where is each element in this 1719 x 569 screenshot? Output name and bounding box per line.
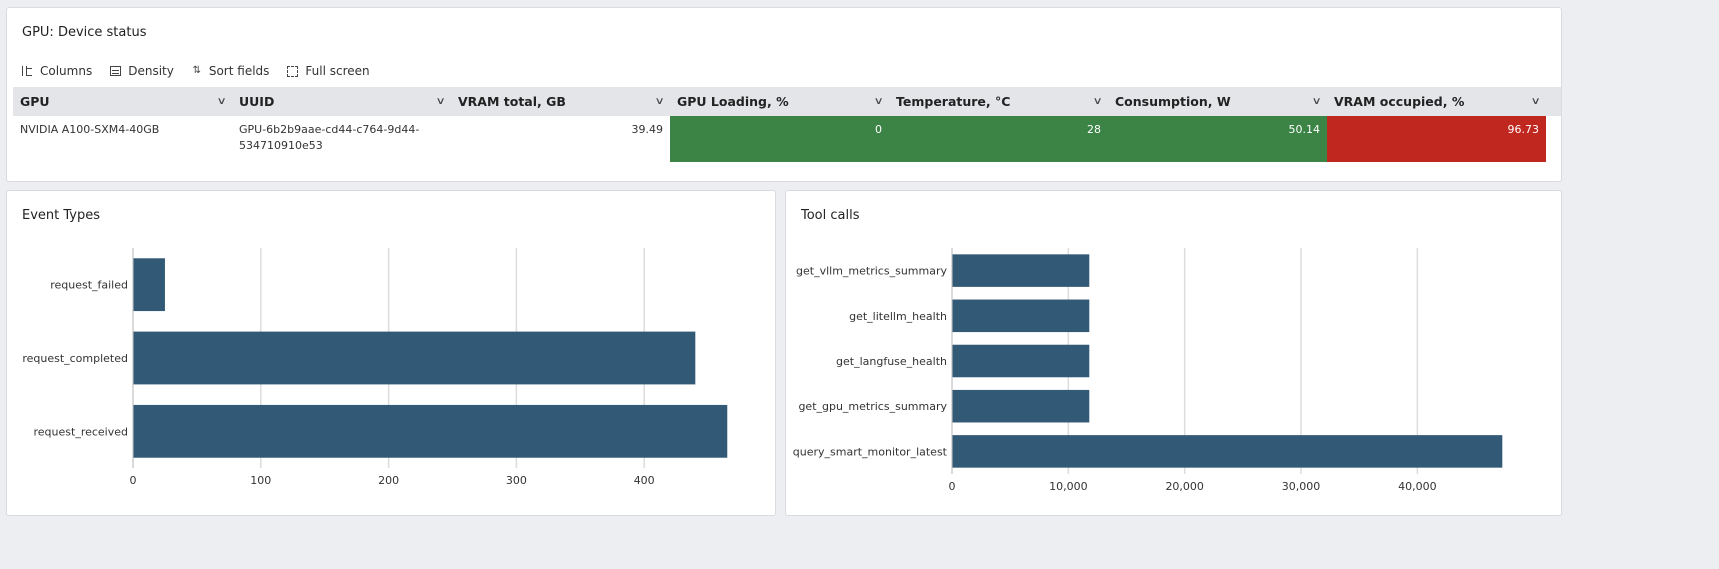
bar[interactable] bbox=[952, 254, 1090, 287]
bar[interactable] bbox=[133, 331, 696, 385]
category-label: request_completed bbox=[22, 352, 128, 365]
bar[interactable] bbox=[133, 404, 728, 458]
panel-title: Event Types bbox=[22, 208, 101, 223]
x-tick-label: 0 bbox=[949, 480, 956, 493]
category-label: get_vllm_metrics_summary bbox=[796, 265, 947, 278]
column-header-label: VRAM total, GB bbox=[458, 94, 566, 109]
x-tick-label: 30,000 bbox=[1282, 480, 1321, 493]
column-header-uuid[interactable]: UUID ∨ bbox=[232, 87, 451, 116]
columns-button[interactable]: Columns bbox=[21, 64, 92, 78]
cell-temperature: 28 bbox=[889, 116, 1108, 162]
column-header-label: Consumption, W bbox=[1115, 94, 1231, 109]
chevron-down-icon[interactable]: ∨ bbox=[654, 96, 665, 107]
table-header: GPU ∨ UUID ∨ VRAM total, GB ∨ GPU Loading, … bbox=[13, 87, 1561, 116]
column-header-label: GPU bbox=[20, 94, 50, 109]
columns-label: Columns bbox=[40, 64, 93, 78]
bar[interactable] bbox=[133, 258, 165, 312]
cell-consumption: 50.14 bbox=[1108, 116, 1327, 162]
chevron-down-icon[interactable]: ∨ bbox=[873, 96, 884, 107]
sort-fields-button[interactable]: ⇅ Sort fields bbox=[192, 64, 270, 78]
cell-gpu-loading: 0 bbox=[670, 116, 889, 162]
column-header-label: GPU Loading, % bbox=[677, 94, 789, 109]
x-tick-label: 20,000 bbox=[1165, 480, 1204, 493]
uuid-line: 534710910e53 bbox=[239, 139, 323, 152]
cell-uuid: GPU-6b2b9aae-cd44-c764-9d44- 534710910e5… bbox=[232, 116, 451, 162]
uuid-line: GPU-6b2b9aae-cd44-c764-9d44- bbox=[239, 123, 420, 136]
full-screen-icon bbox=[287, 65, 299, 77]
column-header-consumption[interactable]: Consumption, W ∨ bbox=[1108, 87, 1327, 116]
category-label: get_langfuse_health bbox=[836, 355, 947, 368]
column-header-temperature[interactable]: Temperature, °C ∨ bbox=[889, 87, 1108, 116]
chevron-down-icon[interactable]: ∨ bbox=[216, 96, 227, 107]
column-header-vram-total[interactable]: VRAM total, GB ∨ bbox=[451, 87, 670, 116]
category-label: request_failed bbox=[50, 279, 128, 292]
cell-gpu: NVIDIA A100-SXM4-40GB bbox=[20, 123, 160, 136]
column-header-label: Temperature, °C bbox=[896, 94, 1011, 109]
panel-title: Tool calls bbox=[801, 208, 860, 223]
cell-vram-total: 39.49 bbox=[631, 123, 664, 136]
device-status-panel: GPU: Device status Columns Density ⇅ Sor… bbox=[6, 7, 1562, 182]
column-header-label: VRAM occupied, % bbox=[1334, 94, 1465, 109]
x-tick-label: 100 bbox=[250, 474, 271, 487]
tool-calls-chart: 0 10,000 20,000 30,000 40,000 get_vllm_metric… bbox=[793, 248, 1503, 493]
bar[interactable] bbox=[952, 389, 1090, 423]
full-screen-button[interactable]: Full screen bbox=[287, 64, 370, 78]
full-screen-label: Full screen bbox=[305, 64, 370, 78]
density-icon bbox=[110, 66, 122, 76]
device-table: GPU ∨ UUID ∨ VRAM total, GB ∨ GPU Loading, … bbox=[13, 87, 1561, 162]
sort-icon: ⇅ bbox=[192, 65, 202, 76]
category-label: query_smart_monitor_latest bbox=[793, 445, 948, 458]
x-tick-label: 300 bbox=[506, 474, 527, 487]
event-types-chart: 0 100 200 300 400 request_failed request_compl… bbox=[22, 248, 728, 487]
chevron-down-icon[interactable]: ∨ bbox=[1530, 96, 1541, 107]
category-label: get_gpu_metrics_summary bbox=[798, 400, 947, 413]
column-header-gpu[interactable]: GPU ∨ bbox=[13, 87, 232, 116]
column-header-label: UUID bbox=[239, 94, 275, 109]
bar[interactable] bbox=[952, 344, 1090, 378]
category-label: get_litellm_health bbox=[849, 310, 947, 323]
table-row: NVIDIA A100-SXM4-40GB GPU-6b2b9aae-cd44-… bbox=[13, 116, 1561, 162]
panel-title: GPU: Device status bbox=[22, 25, 147, 40]
sort-fields-label: Sort fields bbox=[208, 64, 270, 78]
chevron-down-icon[interactable]: ∨ bbox=[435, 96, 446, 107]
chevron-down-icon[interactable]: ∨ bbox=[1311, 96, 1322, 107]
table-toolbar: Columns Density ⇅ Sort fields Full scree… bbox=[21, 64, 370, 78]
bar[interactable] bbox=[952, 435, 1503, 468]
x-tick-label: 400 bbox=[634, 474, 655, 487]
columns-icon bbox=[21, 65, 33, 77]
tool-calls-panel: Tool calls 0 10,000 20,000 30,000 40,000 get_… bbox=[785, 190, 1562, 516]
x-tick-label: 0 bbox=[130, 474, 137, 487]
x-tick-label: 200 bbox=[378, 474, 399, 487]
cell-vram-occupied: 96.73 bbox=[1327, 116, 1546, 162]
chevron-down-icon[interactable]: ∨ bbox=[1092, 96, 1103, 107]
density-label: Density bbox=[128, 64, 174, 78]
column-header-gpu-loading[interactable]: GPU Loading, % ∨ bbox=[670, 87, 889, 116]
x-tick-label: 40,000 bbox=[1398, 480, 1437, 493]
x-tick-label: 10,000 bbox=[1049, 480, 1088, 493]
column-header-vram-occupied[interactable]: VRAM occupied, % ∨ bbox=[1327, 87, 1546, 116]
category-label: request_received bbox=[34, 425, 129, 438]
bar[interactable] bbox=[952, 299, 1090, 333]
density-button[interactable]: Density bbox=[110, 64, 174, 78]
